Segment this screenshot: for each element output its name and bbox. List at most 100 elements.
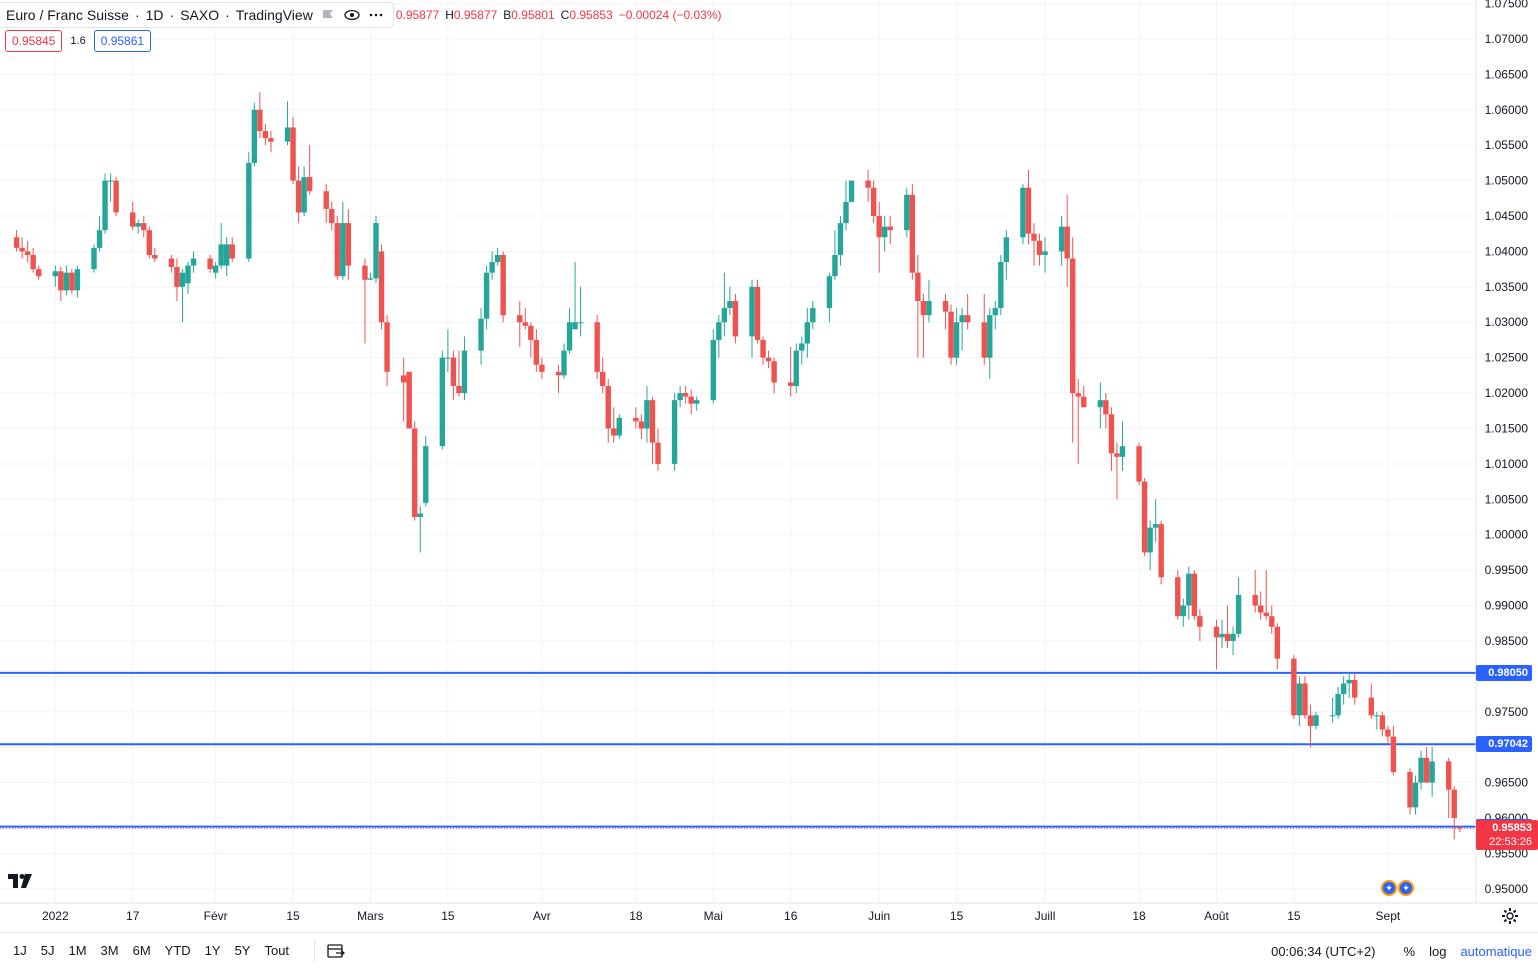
range-1y-button[interactable]: 1Y xyxy=(204,943,221,958)
candle-body xyxy=(1108,414,1115,454)
time-tick-label: 17 xyxy=(126,909,140,923)
bottom-toolbar: 1J 5J 1M 3M 6M YTD 1Y 5Y Tout 00:06:34 (… xyxy=(0,932,1538,969)
price-tick-label: 0.96500 xyxy=(1485,776,1529,790)
range-1d-button[interactable]: 1J xyxy=(13,943,27,958)
open-value: 0.95877 xyxy=(395,8,440,22)
candle-body xyxy=(848,180,855,202)
current-price: 0.95853 xyxy=(1492,822,1532,835)
range-5d-button[interactable]: 5J xyxy=(40,943,55,958)
candle-body xyxy=(749,286,755,337)
candle-body xyxy=(373,223,379,279)
candle-body xyxy=(58,271,64,291)
candle-body xyxy=(301,177,307,213)
candle-body xyxy=(1296,683,1303,716)
candle-body xyxy=(224,244,230,266)
close-value: 0.95853 xyxy=(569,8,613,22)
eye-icon[interactable] xyxy=(343,6,361,24)
candle-body xyxy=(362,265,368,280)
candle-body xyxy=(826,276,833,309)
candle-body xyxy=(655,442,661,464)
time-tick-label: 15 xyxy=(286,909,300,923)
candle-body xyxy=(981,322,987,358)
candle-body xyxy=(533,339,540,365)
candle-body xyxy=(69,272,75,291)
price-tick-label: 1.02000 xyxy=(1485,386,1529,400)
candle-body xyxy=(1423,757,1430,783)
candle-body xyxy=(909,194,916,273)
candle-body xyxy=(1042,251,1048,255)
candle-body xyxy=(494,254,501,263)
candle-body xyxy=(13,237,20,248)
candle-body xyxy=(417,513,423,518)
candle-body xyxy=(1141,481,1148,553)
candle-body xyxy=(616,417,622,436)
candle-body xyxy=(1213,626,1220,638)
price-tick-label: 0.95000 xyxy=(1485,882,1529,896)
range-3m-button[interactable]: 3M xyxy=(100,943,119,958)
candle-body xyxy=(1407,771,1413,808)
candle-body xyxy=(942,301,949,312)
candle-body xyxy=(1136,446,1142,482)
current-price-tag: 0.95853 22:53:26 xyxy=(1476,820,1538,851)
candle-body xyxy=(1224,633,1231,641)
settings-gear-icon[interactable] xyxy=(1500,906,1520,926)
candles xyxy=(13,92,1463,840)
interval: 1D xyxy=(145,7,164,23)
candle-body xyxy=(423,446,429,503)
candle-body xyxy=(682,393,689,397)
candle-body xyxy=(577,322,584,324)
candle-body xyxy=(1119,446,1126,457)
price-chart[interactable]: 1.07500 1.07000 1.06500 1.06000 1.05500 1.050… xyxy=(0,0,1538,932)
candle-body xyxy=(107,180,114,182)
price-tick-label: 1.03500 xyxy=(1485,280,1529,294)
tradingview-logo-icon[interactable] xyxy=(6,868,36,892)
range-ytd-button[interactable]: YTD xyxy=(164,943,191,958)
candle-body xyxy=(1064,226,1070,259)
symbol-title[interactable]: Euro / Franc Suisse · 1D · SAXO · Tradin… xyxy=(0,2,394,28)
range-6m-button[interactable]: 6M xyxy=(132,943,151,958)
time-tick-label: 18 xyxy=(629,909,643,923)
publisher: TradingView xyxy=(235,7,313,23)
log-toggle[interactable]: log xyxy=(1429,943,1447,959)
auto-scale-toggle[interactable]: automatique xyxy=(1460,943,1532,959)
candle-body xyxy=(74,269,81,291)
candle-body xyxy=(605,385,611,429)
candle-body xyxy=(329,208,335,224)
candle-body xyxy=(135,223,141,227)
candle-body xyxy=(262,131,269,139)
candle-body xyxy=(528,325,534,340)
time-tick-label: Sept xyxy=(1376,909,1401,923)
candle-body xyxy=(1451,789,1457,819)
candle-body xyxy=(63,272,70,291)
range-1m-button[interactable]: 1M xyxy=(68,943,87,958)
range-5y-button[interactable]: 5Y xyxy=(234,943,251,958)
time-tick-label: Avr xyxy=(533,909,551,923)
candle-body xyxy=(102,180,108,231)
candle-body xyxy=(306,177,313,192)
economic-event-icon[interactable]: ✦ xyxy=(1398,880,1414,896)
candle-body xyxy=(1103,400,1109,415)
candle-body xyxy=(1313,715,1319,726)
candle-body xyxy=(1219,633,1225,638)
percent-toggle[interactable]: % xyxy=(1403,943,1416,959)
goto-date-icon[interactable] xyxy=(314,940,347,962)
flag-icon[interactable] xyxy=(319,6,337,24)
range-all-button[interactable]: Tout xyxy=(264,943,290,958)
time-tick-label: Juin xyxy=(868,909,890,923)
candle-body xyxy=(190,258,197,266)
candle-body xyxy=(218,244,224,266)
candle-body xyxy=(1412,782,1419,808)
clock[interactable]: 00:06:34 (UTC+2) xyxy=(1271,943,1376,959)
candle-body xyxy=(345,223,352,266)
bid-button[interactable]: 0.95845 xyxy=(5,30,63,52)
candle-body xyxy=(1274,626,1280,659)
candle-body xyxy=(130,212,136,227)
candle-body xyxy=(461,350,468,394)
candle-body xyxy=(378,251,385,323)
economic-event-icon[interactable]: ✦ xyxy=(1381,880,1397,896)
price-tick-label: 0.99500 xyxy=(1485,563,1529,577)
ask-button[interactable]: 0.95861 xyxy=(93,30,152,52)
more-icon[interactable] xyxy=(367,6,385,24)
candle-body xyxy=(694,400,700,404)
candle-body xyxy=(1020,187,1026,238)
